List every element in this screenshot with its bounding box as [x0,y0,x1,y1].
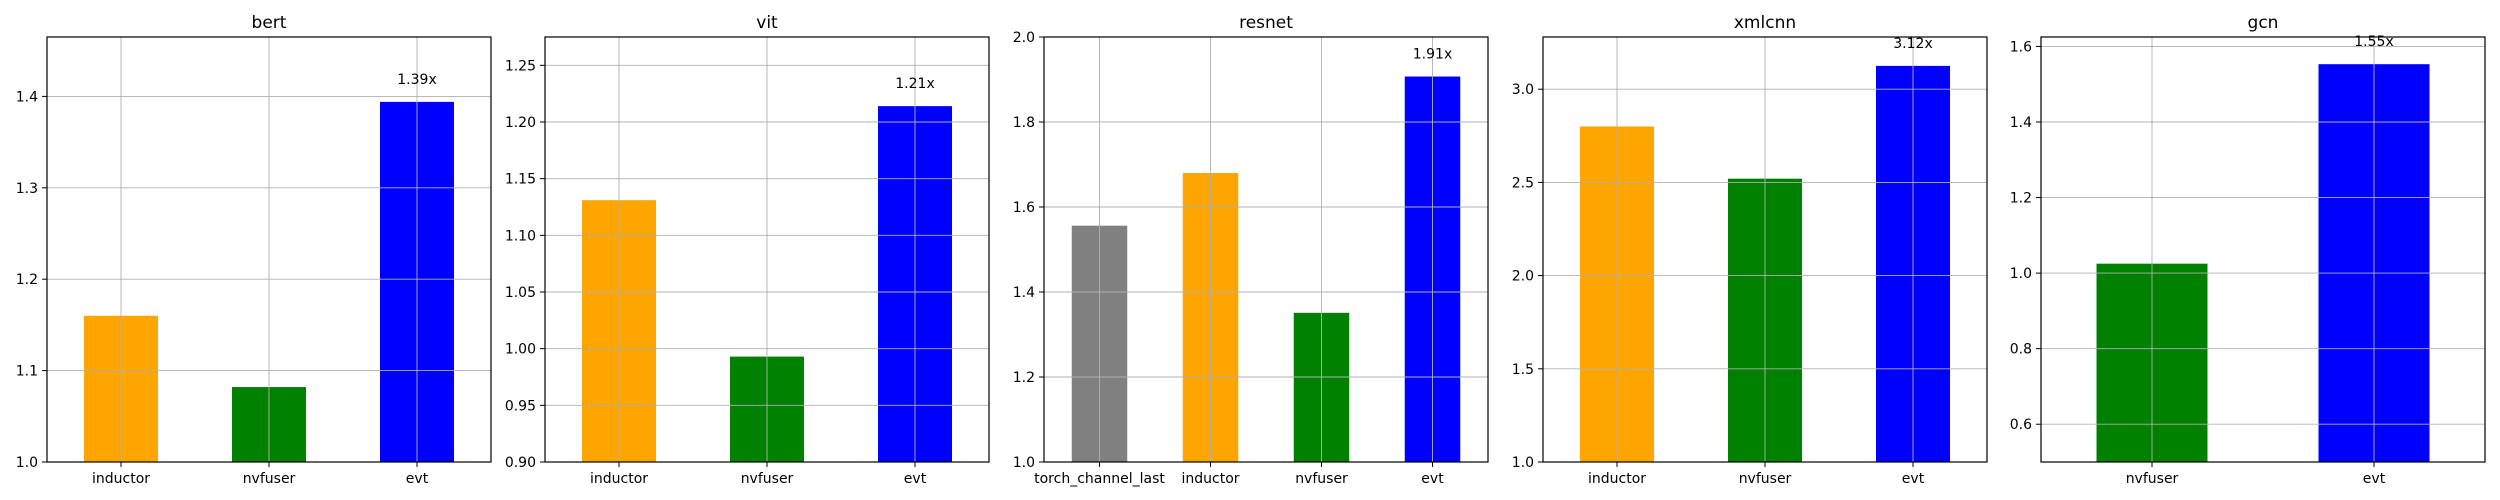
y-tick-label: 1.2 [1013,370,1035,386]
axes-frame [1043,36,1489,463]
chart-panel-resnet: resnet 1.0 1.2 1.4 1.6 1.8 2.0 torch_channel_la… [1013,13,1489,487]
y-tick-label: 1.6 [2010,39,2032,55]
y-tick-label: 1.4 [2010,115,2032,131]
bar-annotation: 1.55x [2354,34,2393,50]
x-tick-label: nvfuser [243,471,296,487]
y-tick-label: 1.6 [1013,200,1035,216]
x-tick-label: inductor [590,471,648,487]
y-tick-label: 1.1 [16,364,38,380]
axes-frame [46,36,492,463]
x-tick-label: evt [406,471,429,487]
axes-frame [544,36,990,463]
x-tick-label: evt [2363,471,2386,487]
chart-title: gcn [2248,13,2279,33]
y-tick-label: 1.4 [1013,285,1035,301]
x-tick-label: evt [904,471,927,487]
axes-frame [2040,36,2486,463]
x-tick-label: torch_channel_last [1034,471,1165,487]
x-tick-label: inductor [1181,471,1239,487]
chart-panel-gcn: gcn 0.6 0.8 1.0 1.2 1.4 1.6 nvfuser evt 1.55x [2010,13,2486,487]
x-tick-label: inductor [92,471,150,487]
chart-panel-bert: bert 1.0 1.1 1.2 1.3 1.4 inductor nvfuser evt 1.3… [16,13,492,487]
y-tick-label: 1.25 [505,58,536,74]
y-tick-label: 1.2 [16,272,38,288]
x-tick-label: evt [1902,471,1925,487]
x-tick-label: nvfuser [741,471,794,487]
bar-annotation: 1.91x [1413,47,1452,63]
y-tick-label: 1.05 [505,285,536,301]
y-tick-label: 2.5 [1512,175,1534,191]
bar-annotation: 1.39x [397,72,436,88]
y-tick-label: 1.00 [505,342,536,358]
y-tick-label: 1.15 [505,172,536,188]
chart-title: vit [756,13,778,33]
axes-frame [1542,36,1988,463]
bar-annotation: 1.21x [895,76,934,92]
x-tick-label: nvfuser [1739,471,1792,487]
y-tick-label: 0.90 [505,455,536,471]
y-tick-label: 1.20 [505,115,536,131]
y-tick-label: 1.8 [1013,115,1035,131]
y-tick-label: 1.2 [2010,191,2032,207]
chart-panel-vit: vit 0.90 0.95 1.00 1.05 1.10 1.15 1.20 1.25 induc… [505,13,990,487]
y-tick-label: 1.10 [505,228,536,244]
y-tick-label: 1.0 [16,455,38,471]
x-tick-label: nvfuser [1295,471,1348,487]
y-tick-label: 0.95 [505,398,536,414]
chart-title: xmlcnn [1734,13,1796,33]
chart-panel-xmlcnn: xmlcnn 1.0 1.5 2.0 2.5 3.0 inductor nvfuser evt 3… [1512,13,1988,487]
y-tick-label: 1.5 [1512,362,1534,378]
y-tick-label: 1.3 [16,181,38,197]
y-tick-label: 0.6 [2010,417,2032,433]
y-tick-label: 3.0 [1512,82,1534,98]
x-tick-label: nvfuser [2126,471,2179,487]
chart-title: resnet [1239,13,1293,33]
y-tick-label: 0.8 [2010,342,2032,358]
y-tick-label: 1.0 [1013,455,1035,471]
x-tick-label: inductor [1588,471,1646,487]
y-tick-label: 1.0 [2010,266,2032,282]
chart-title: bert [252,13,287,33]
y-tick-label: 1.0 [1512,455,1534,471]
bar-annotation: 3.12x [1893,36,1932,52]
x-tick-label: evt [1421,471,1444,487]
y-tick-label: 2.0 [1013,30,1035,46]
y-tick-label: 2.0 [1512,269,1534,285]
y-tick-label: 1.4 [16,89,38,105]
